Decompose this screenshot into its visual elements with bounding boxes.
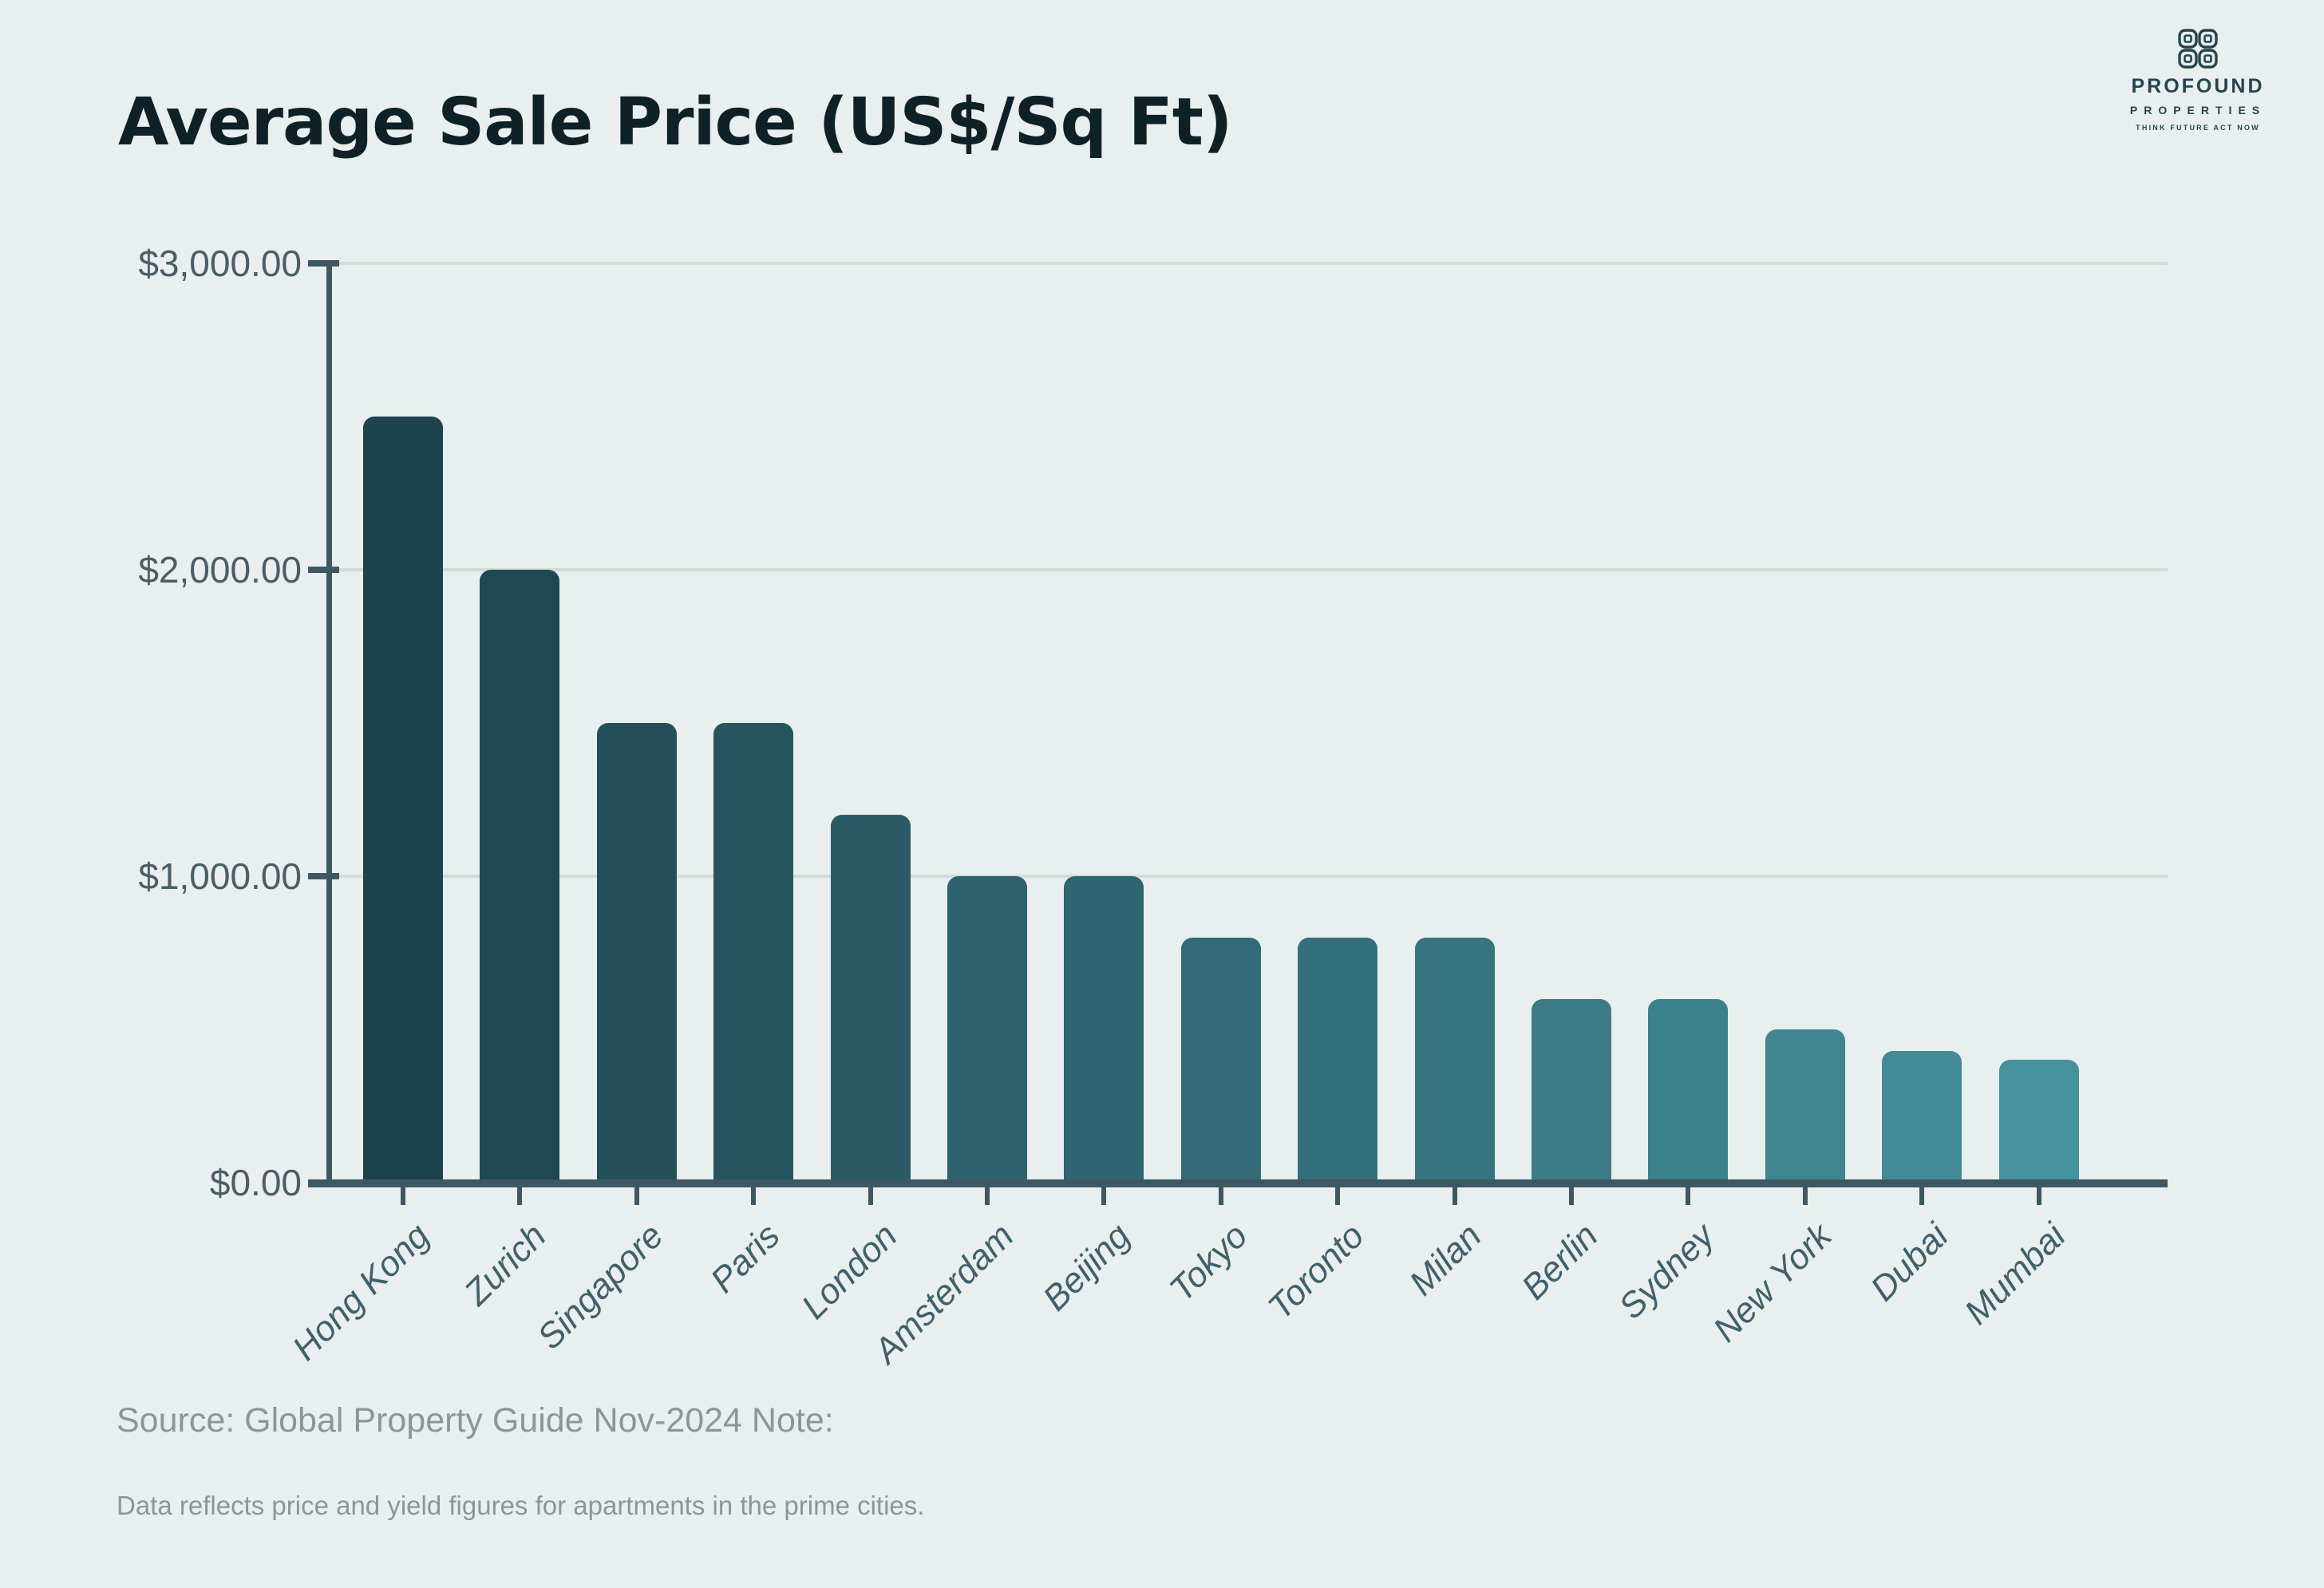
x-axis-tick <box>985 1187 990 1205</box>
bar <box>830 815 911 1183</box>
y-axis-tick-label: $2,000.00 <box>138 549 302 591</box>
x-axis-category-label: Sydney <box>1611 1216 1723 1327</box>
brand-name: PROFOUND <box>2131 75 2265 97</box>
x-axis-category-label: Toronto <box>1260 1216 1372 1328</box>
x-axis-category-label: Milan <box>1401 1216 1489 1304</box>
bar <box>480 570 560 1183</box>
x-axis-category-label: Beijing <box>1035 1216 1139 1319</box>
y-axis-tick-label: $3,000.00 <box>138 243 302 284</box>
bar <box>713 723 794 1183</box>
data-note: Data reflects price and yield figures fo… <box>117 1491 925 1520</box>
bar <box>1998 1060 2079 1183</box>
brand-logo: PROFOUND PROPERTIES THINK FUTURE ACT NOW <box>2118 29 2278 132</box>
x-axis-tick <box>1101 1187 1107 1205</box>
gridline <box>339 875 2168 878</box>
x-axis-category-label: Mumbai <box>1956 1216 2073 1333</box>
brand-subtitle: PROPERTIES <box>2129 104 2267 117</box>
x-axis-tick <box>1569 1187 1574 1205</box>
x-axis-category-label: New York <box>1705 1216 1840 1350</box>
y-axis-tick <box>308 567 339 573</box>
x-axis-tick <box>1335 1187 1341 1205</box>
bar <box>1064 876 1144 1183</box>
bar <box>1532 998 1611 1183</box>
x-axis-tick <box>868 1187 873 1205</box>
y-axis-tick-label: $0.00 <box>209 1162 302 1203</box>
x-axis-tick <box>2036 1187 2041 1205</box>
y-axis-line <box>326 260 332 1187</box>
brand-tagline: THINK FUTURE ACT NOW <box>2136 124 2260 132</box>
bar <box>1180 937 1261 1183</box>
x-axis-tick <box>1802 1187 1808 1205</box>
x-axis-category-label: Dubai <box>1863 1216 1956 1309</box>
bar <box>363 417 443 1183</box>
bar <box>1414 937 1495 1183</box>
x-axis-tick <box>517 1187 523 1205</box>
x-axis-tick <box>634 1187 639 1205</box>
x-axis-tick <box>1452 1187 1457 1205</box>
y-axis-tick <box>308 260 339 267</box>
bar <box>1765 1029 1845 1183</box>
x-axis-line <box>308 1179 2168 1187</box>
bar <box>596 723 677 1183</box>
gridline <box>339 568 2168 571</box>
x-axis-tick <box>751 1187 757 1205</box>
x-axis-tick <box>401 1187 405 1205</box>
x-axis-category-label: Amsterdam <box>866 1216 1022 1371</box>
bar <box>1298 937 1378 1183</box>
x-axis-category-label: Tokyo <box>1161 1216 1255 1310</box>
bar <box>1648 998 1729 1183</box>
gridline <box>339 262 2168 265</box>
page-title: Average Sale Price (US$/Sq Ft) <box>118 85 1232 160</box>
x-axis-tick <box>1218 1187 1223 1205</box>
bar <box>1882 1050 1962 1183</box>
x-axis-tick <box>1686 1187 1691 1205</box>
x-axis-tick <box>1919 1187 1925 1205</box>
bar <box>947 876 1027 1183</box>
brand-logo-mark-icon <box>2178 29 2218 69</box>
y-axis-tick-label: $1,000.00 <box>138 855 302 897</box>
y-axis-tick <box>308 873 339 879</box>
source-note: Source: Global Property Guide Nov-2024 N… <box>117 1401 834 1440</box>
x-axis-category-label: Berlin <box>1514 1216 1606 1308</box>
